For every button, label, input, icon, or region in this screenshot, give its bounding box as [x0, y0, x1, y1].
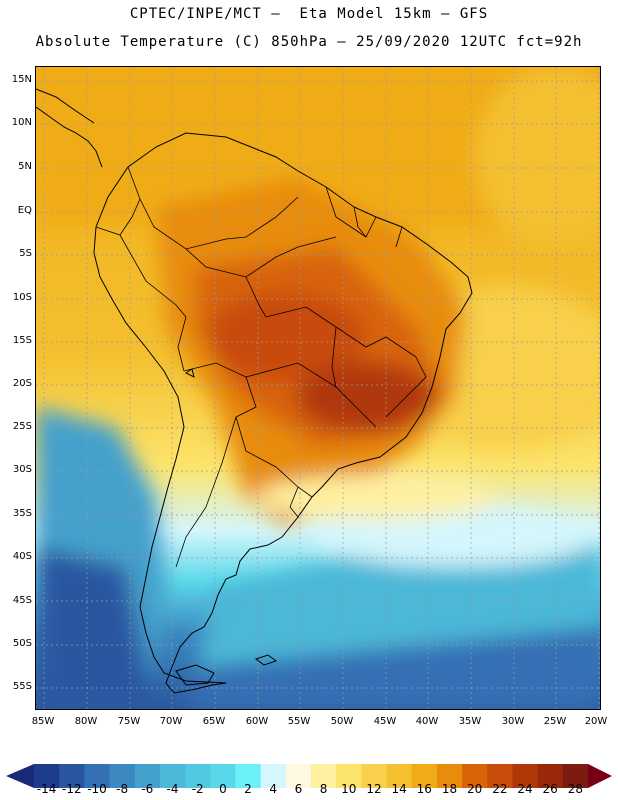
colorbar-cell	[462, 764, 488, 788]
colorbar-high-arrow	[588, 764, 612, 788]
colorbar-cell	[512, 764, 539, 788]
colorbar-label: 18	[441, 782, 458, 796]
colorbar-cell	[311, 764, 337, 788]
lat-label-5n: 5N	[18, 161, 32, 172]
lon-label-40w: 40W	[415, 716, 439, 727]
lat-label-15n: 15N	[11, 74, 32, 85]
colorbar-cell	[109, 764, 136, 788]
colorbar-label: 0	[219, 782, 227, 796]
tierra-del-fuego	[175, 664, 215, 686]
colorbar-cell	[59, 764, 85, 788]
field-south-atlantic-deep	[186, 627, 600, 709]
falkland-islands	[254, 654, 278, 666]
colorbar-cell	[336, 764, 362, 788]
colorbar-label: 24	[517, 782, 533, 796]
colorbar-label: 22	[492, 782, 508, 796]
lon-label-35w: 35W	[458, 716, 482, 727]
lon-label-30w: 30W	[501, 716, 525, 727]
colorbar-label: -8	[116, 782, 129, 796]
caribbean-coast	[36, 88, 95, 124]
lat-label-5s: 5S	[19, 248, 32, 259]
colorbar-label: -2	[191, 782, 204, 796]
lat-label-50s: 50S	[12, 638, 32, 649]
lat-label-40s: 40S	[12, 551, 32, 562]
lat-label-10n: 10N	[11, 117, 32, 128]
colorbar-label: 28	[567, 782, 584, 796]
colorbar-cell	[159, 764, 186, 788]
lon-label-60w: 60W	[245, 716, 269, 727]
field-south-cold-deep	[36, 547, 156, 709]
lon-label-70w: 70W	[159, 716, 183, 727]
lat-label-10s: 10S	[12, 292, 32, 303]
lon-label-80w: 80W	[74, 716, 98, 727]
colorbar-cell	[386, 764, 413, 788]
colorbar-cell	[235, 764, 262, 788]
lat-label-45s: 45S	[12, 595, 32, 606]
colorbar-cell	[562, 764, 589, 788]
colorbar-cell	[411, 764, 438, 788]
country-borders	[95, 166, 427, 568]
colorbar-cell	[260, 764, 287, 788]
lon-label-45w: 45W	[373, 716, 397, 727]
temperature-map[interactable]	[35, 66, 601, 710]
lat-label-55s: 55S	[12, 681, 32, 692]
colorbar-cell	[361, 764, 388, 788]
colorbar-label: -4	[166, 782, 179, 796]
colorbar-label: 8	[319, 782, 328, 796]
lat-label-15s: 15S	[12, 335, 32, 346]
field-atlantic-warm	[476, 67, 600, 247]
colorbar-label: -10	[87, 782, 107, 796]
colorbar-label: 14	[391, 782, 407, 796]
colorbar-cell	[537, 764, 564, 788]
colorbar-label: 16	[416, 782, 432, 796]
colorbar-cell	[436, 764, 463, 788]
field-pale-band	[256, 475, 496, 519]
colorbar-label: 26	[542, 782, 558, 796]
colorbar-label: -12	[61, 782, 82, 796]
graticule	[36, 67, 600, 709]
lat-label-20s: 20S	[12, 378, 32, 389]
color-scale-bar	[6, 764, 612, 788]
colorbar-label: 6	[294, 782, 303, 796]
colorbar-cell	[84, 764, 111, 788]
field-hot-core-2	[296, 362, 436, 432]
colorbar-cell	[185, 764, 211, 788]
field-hot-core	[206, 292, 366, 382]
colorbar-cell	[210, 764, 236, 788]
lat-label-25s: 25S	[12, 421, 32, 432]
lon-label-50w: 50W	[330, 716, 354, 727]
central-america-coast	[36, 106, 103, 168]
colorbar-cell	[487, 764, 513, 788]
lake-titicaca	[185, 368, 195, 378]
colorbar-label: 4	[269, 782, 277, 796]
colorbar-low-arrow	[6, 764, 34, 788]
title-line-1: CPTEC/INPE/MCT – Eta Model 15km – GFS	[129, 6, 489, 22]
lon-label-85w: 85W	[31, 716, 55, 727]
colorbar-cell	[285, 764, 312, 788]
lon-label-20w: 20W	[584, 716, 608, 727]
lon-label-55w: 55W	[287, 716, 311, 727]
colorbar-label: -6	[141, 782, 154, 796]
lat-label-30s: 30S	[12, 464, 32, 475]
colorbar-cell	[134, 764, 161, 788]
lon-label-75w: 75W	[117, 716, 141, 727]
south-america-coast	[93, 132, 473, 694]
lon-label-25w: 25W	[543, 716, 567, 727]
coastlines	[36, 88, 473, 694]
colorbar-label: 20	[467, 782, 483, 796]
colorbar-label: -14	[36, 782, 57, 796]
lon-label-65w: 65W	[202, 716, 226, 727]
colorbar-label: 2	[244, 782, 252, 796]
lat-label-35s: 35S	[12, 508, 32, 519]
colorbar-cell	[34, 764, 60, 788]
map-svg	[36, 67, 600, 709]
lat-label-eq: EQ	[17, 205, 32, 216]
colorbar-label: 10	[341, 782, 357, 796]
title-line-2: Absolute Temperature (C) 850hPa – 25/09/…	[35, 34, 583, 50]
colorbar-label: 12	[366, 782, 382, 796]
